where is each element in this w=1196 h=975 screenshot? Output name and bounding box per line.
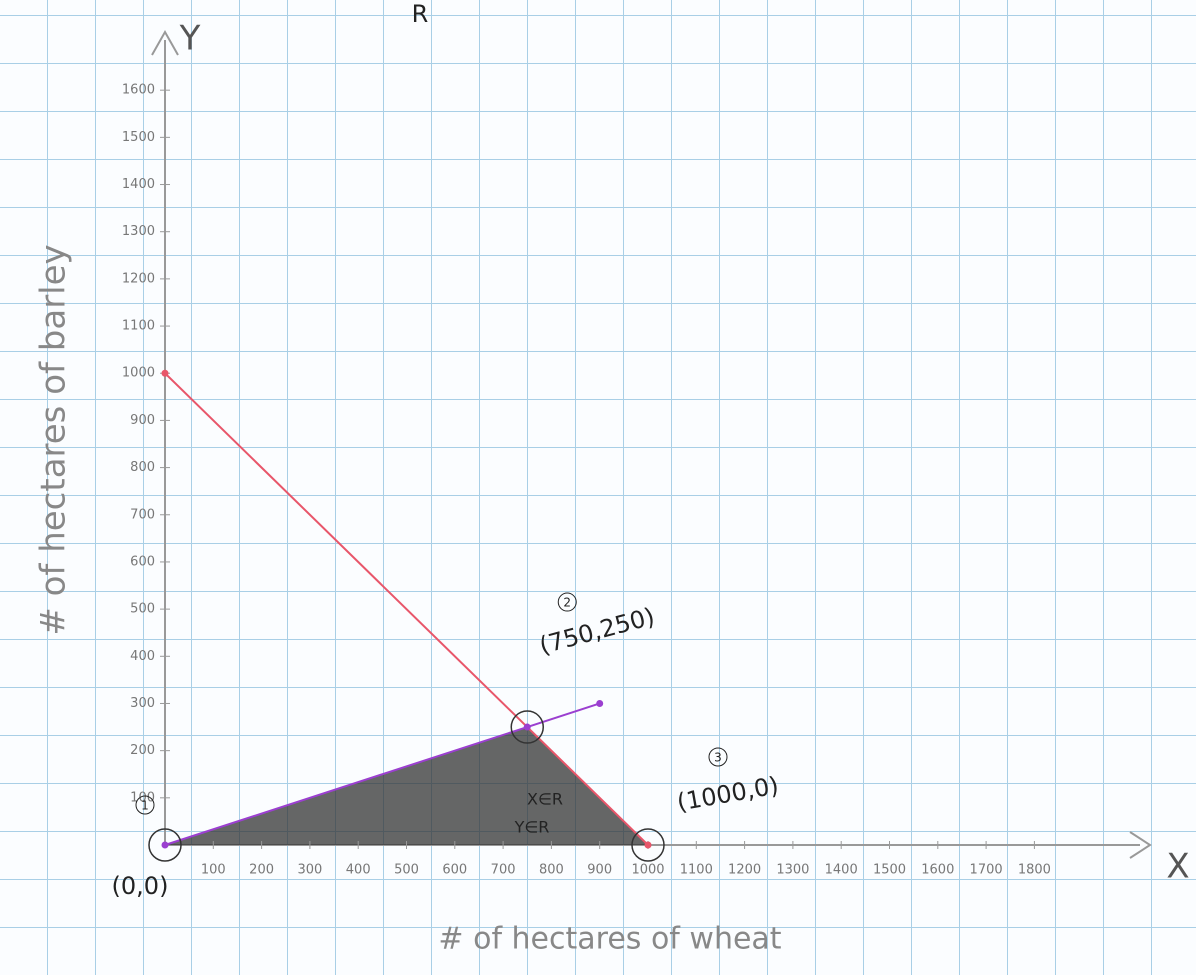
x-axis-name: X [1166,847,1189,887]
vertex-label: (1000,0) [675,771,781,816]
vertex [631,828,665,862]
annotation: Y∈R [514,818,550,837]
y-tick-label: 1600 [122,83,155,98]
vertex-label: (750,250) [536,602,657,660]
x-tick-label: 300 [297,863,322,878]
x-tick-label: 500 [394,863,419,878]
line-point [596,699,604,707]
y-tick-label: 200 [130,743,155,758]
x-tick-label: 1800 [1018,863,1051,878]
chart-title: R [412,0,429,28]
x-tick-label: 1100 [680,863,713,878]
x-tick-label: 1000 [631,863,664,878]
y-tick-label: 600 [130,554,155,569]
y-tick-label: 1300 [122,224,155,239]
y-tick-label: 700 [130,507,155,522]
y-axis-name: Y [179,19,201,59]
line-point [161,841,169,849]
vertex-number: 2 [563,596,571,610]
annotation: X∈R [527,790,563,809]
vertex [510,710,544,744]
x-tick-label: 400 [346,863,371,878]
y-tick-label: 1400 [122,177,155,192]
x-tick-label: 100 [201,863,226,878]
vertex-number: 1 [141,799,149,813]
vertex [148,828,182,862]
y-tick-label: 900 [130,413,155,428]
y-tick-label: 800 [130,460,155,475]
y-tick-label: 1100 [122,319,155,334]
x-tick-label: 200 [249,863,274,878]
y-axis-label: # of hectares of barley [34,244,74,635]
x-tick-label: 1700 [970,863,1003,878]
y-tick-label: 1200 [122,271,155,286]
y-tick-label: 1500 [122,130,155,145]
y-tick-label: 400 [130,649,155,664]
vertex-number-ring [708,747,728,767]
x-tick-label: 700 [491,863,516,878]
vertex-number-ring [135,795,155,815]
y-tick-label: 500 [130,602,155,617]
vertex-number: 3 [714,751,722,765]
y-tick-label: 1000 [122,366,155,381]
x-axis-label: # of hectares of wheat [438,922,781,957]
line-point [644,841,652,849]
x-tick-label: 1300 [776,863,809,878]
x-tick-label: 1600 [921,863,954,878]
feasible-region [165,727,648,845]
x-tick-label: 1400 [825,863,858,878]
x-tick-label: 600 [442,863,467,878]
x-tick-label: 1500 [873,863,906,878]
y-tick-label: 300 [130,696,155,711]
x-tick-label: 900 [587,863,612,878]
y-axis-arrow [151,29,179,56]
line-point [161,369,169,377]
vertex-label: (0,0) [112,872,169,900]
line [164,372,649,846]
line-point [523,723,531,731]
x-axis-arrow [1129,831,1152,859]
x-tick-label: 1200 [728,863,761,878]
x-tick-label: 800 [539,863,564,878]
vertex-number-ring [557,592,577,612]
